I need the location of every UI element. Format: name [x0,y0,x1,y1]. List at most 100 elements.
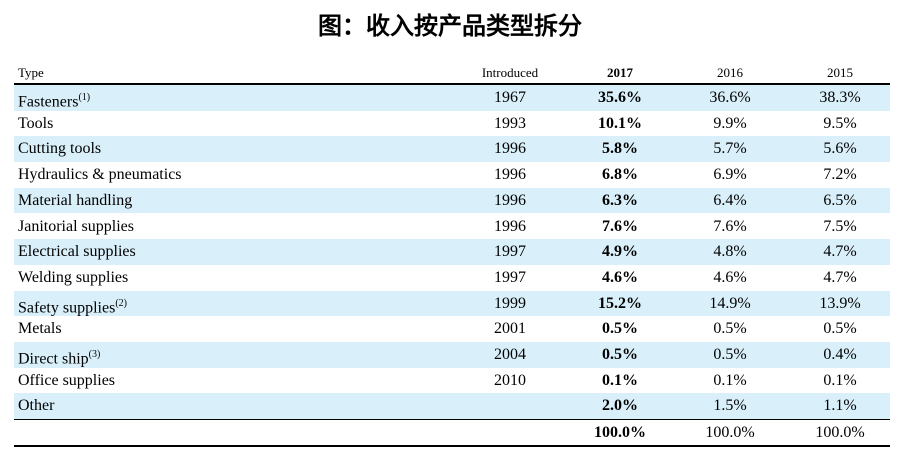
cell-value: 2.0% [602,393,638,418]
cell-text: 7.5% [823,217,857,235]
cell-text: 1.5% [713,397,747,415]
cell-value: 1967 [494,85,526,110]
cell-value: 10.1% [598,111,642,136]
total-value: 100.0% [705,424,755,442]
cell-value: 1.1% [823,393,856,418]
cell-value: 0.5% [823,316,856,341]
type-text: Metals [18,320,62,338]
column-header: 2017 [607,65,633,80]
cell-value: 7.6% [602,214,638,239]
cell-value: 6.5% [823,188,856,213]
cell-text: 0.1% [602,371,638,389]
row-label: Welding supplies [18,265,128,290]
cell-text: 2001 [494,320,526,338]
row-label: Cutting tools [18,136,101,161]
cell-value: 1.5% [713,393,746,418]
cell-text: 6.5% [823,191,857,209]
cell-text: 4.8% [713,243,747,261]
cell-value: 4.9% [602,239,638,264]
cell-value: 1997 [494,265,526,290]
row-band [14,136,890,163]
cell-text: 1997 [494,243,526,261]
row-band [14,342,890,368]
type-text: Cutting tools [18,140,102,158]
cell-value: 5.6% [823,136,856,161]
cell-text: 5.7% [713,140,747,158]
cell-text: 0.5% [823,320,857,338]
row-label: Material handling [18,188,132,213]
cell-value: 4.7% [823,265,856,290]
title: 图：收入按产品类型拆分 [318,12,582,40]
row-band [14,239,890,265]
row-label: Office supplies [18,368,115,393]
cell-text: 4.9% [602,243,638,261]
column-header: Type [18,65,44,80]
cell-value: 4.6% [602,265,638,290]
type-text: Tools [18,114,54,132]
column-header: 2016 [717,65,743,80]
cell-value: 4.8% [713,239,746,264]
cell-text: 1996 [494,191,526,209]
cell-value: 4.6% [713,265,746,290]
cell-text: 5.6% [823,140,857,158]
cell-value: 0.1% [823,368,856,393]
cell-text: 13.9% [819,294,861,312]
cell-text: 2010 [494,371,526,389]
row-label: Tools [18,111,53,136]
type-text: Fasteners [18,93,79,111]
cell-value: 36.6% [709,85,750,110]
cell-text: 1999 [494,294,526,312]
type-text: Direct ship [18,350,89,368]
cell-text: 1993 [494,114,526,132]
type-text: Safety supplies [18,298,116,316]
cell-value: 15.2% [598,291,642,316]
row-label: Safety supplies(2) [18,291,127,320]
cell-value: 5.7% [713,136,746,161]
type-text: Hydraulics & pneumatics [18,166,182,184]
total-value: 100.0% [815,424,865,442]
cell-text: 0.4% [823,346,857,363]
type-text: Janitorial supplies [18,217,134,235]
cell-text: 35.6% [598,89,642,106]
cell-value: 14.9% [709,291,750,316]
cell-text: 7.6% [713,217,747,235]
cell-text: 9.5% [823,114,857,132]
cell-value: 2010 [494,368,526,393]
cell-text: 1996 [494,140,526,158]
cell-value: 1996 [494,214,526,239]
row-label: Metals [18,316,62,341]
cell-value: 35.6% [598,85,642,110]
cell-value: 1996 [494,136,526,161]
footnote-mark: (3) [88,349,101,360]
row-band [14,290,890,317]
cell-text: 1967 [494,89,526,106]
cell-value: 0.1% [713,368,746,393]
cell-value: 7.6% [713,214,746,239]
cell-text: 1997 [494,268,526,286]
row-label: Hydraulics & pneumatics [18,162,182,187]
cell-text: 0.1% [713,371,747,389]
footnote-mark: (2) [115,297,127,309]
cell-text: 6.8% [602,166,638,184]
row-band [14,393,890,420]
cell-text: 5.8% [602,140,638,158]
column-header: 2015 [827,65,853,80]
cell-value: 1996 [494,162,526,187]
cell-value: 0.5% [713,342,746,367]
cell-text: 15.2% [598,294,642,312]
cell-value: 1997 [494,239,526,264]
cell-text: 0.5% [713,320,747,338]
cell-value: 0.5% [602,316,638,341]
cell-value: 6.8% [602,162,638,187]
row-label: Other [18,393,54,418]
row-label: Electrical supplies [18,239,136,264]
cell-value: 0.5% [713,316,746,341]
cell-value: 6.9% [713,162,746,187]
header-rule [14,83,890,85]
row-label: Janitorial supplies [18,214,134,239]
cell-value: 2001 [494,316,526,341]
cell-text: 9.9% [713,114,747,132]
row-band [14,85,890,111]
cell-value: 0.5% [602,342,638,367]
